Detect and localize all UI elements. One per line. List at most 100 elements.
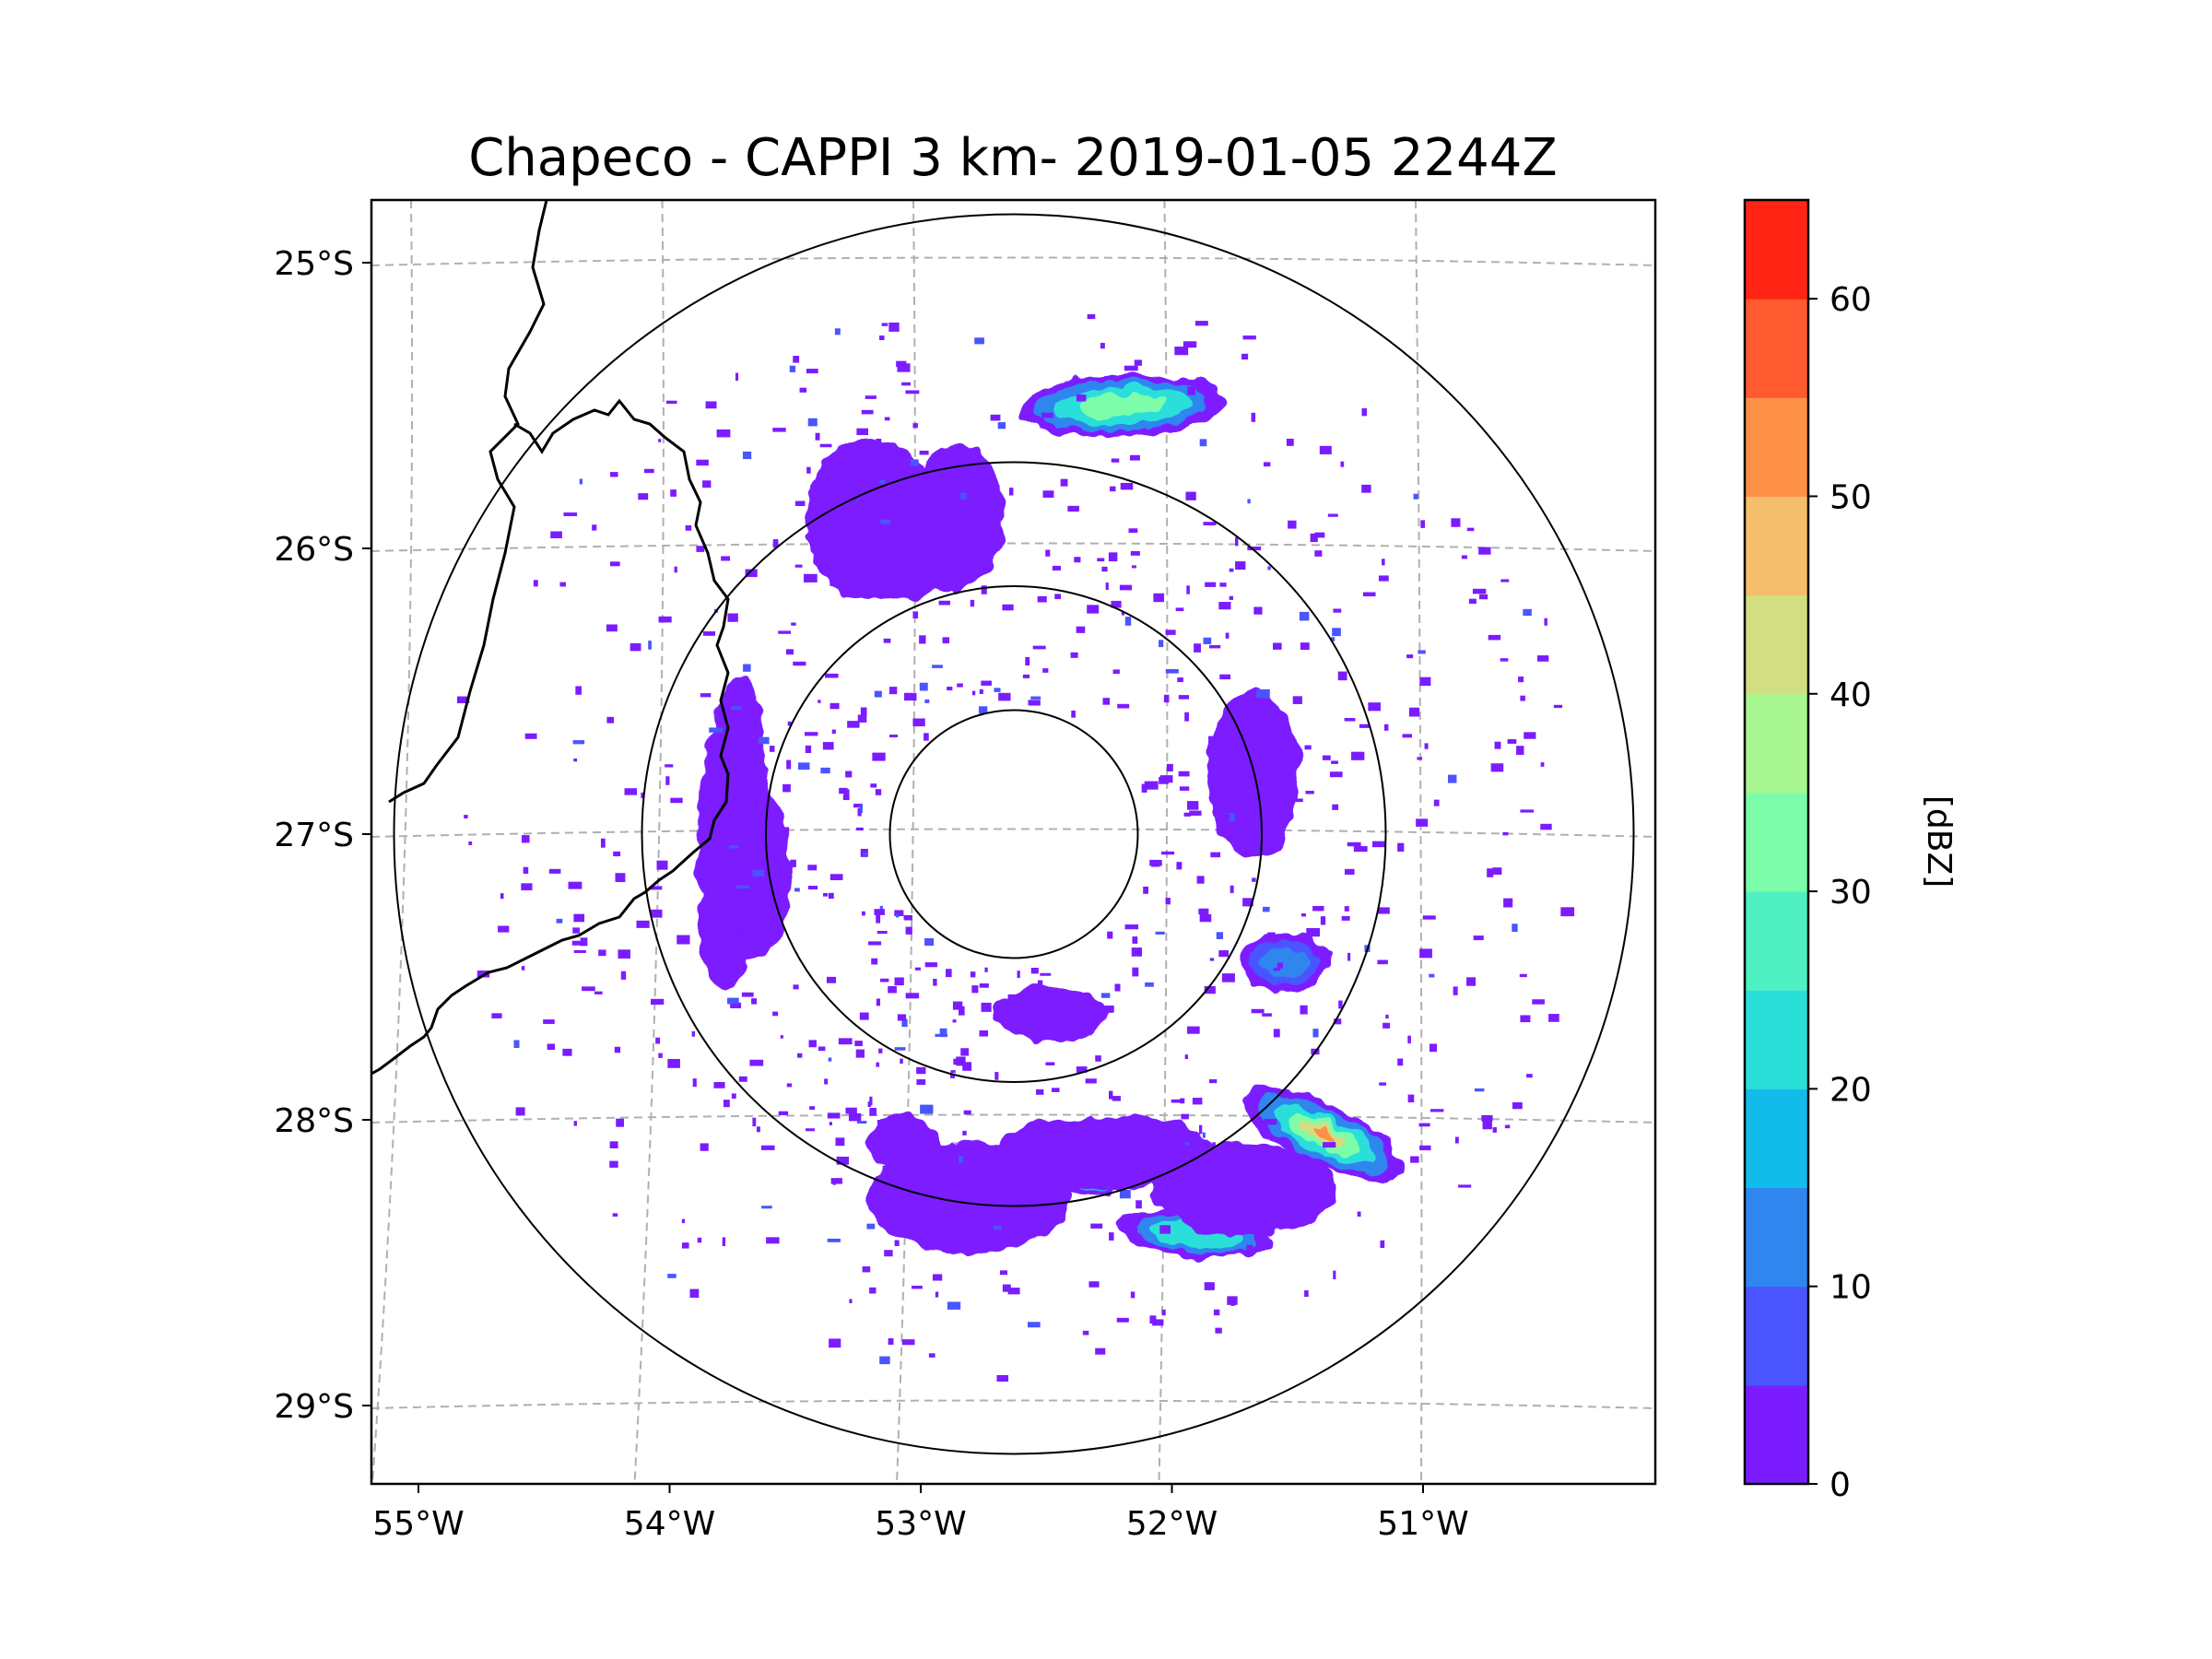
echo-speckle bbox=[1418, 1123, 1430, 1127]
echo-speckle bbox=[1114, 983, 1121, 992]
echo-speckle bbox=[783, 827, 790, 836]
echo-speckle bbox=[849, 1299, 853, 1303]
echo-speckle bbox=[550, 531, 562, 539]
echo-speckle bbox=[736, 713, 744, 722]
echo-speckle bbox=[1124, 617, 1132, 626]
colorbar-block bbox=[1745, 1286, 1808, 1386]
echo-speckle bbox=[1007, 994, 1018, 1003]
echo-speckle bbox=[641, 792, 645, 799]
echo-speckle bbox=[1429, 1043, 1437, 1053]
echo-speckle bbox=[794, 888, 800, 892]
echo-speckle bbox=[1109, 1090, 1113, 1100]
colorbar-block bbox=[1745, 496, 1808, 596]
echo-speckle bbox=[847, 721, 860, 728]
echo-speckle bbox=[1397, 842, 1405, 852]
echo-speckle bbox=[1466, 977, 1477, 986]
echo-speckle bbox=[872, 752, 886, 761]
echo-speckle bbox=[1242, 335, 1256, 340]
echo-speckle bbox=[1043, 1184, 1049, 1191]
echo-speckle bbox=[1175, 1124, 1183, 1135]
echo-speckle bbox=[1176, 862, 1182, 870]
echo-speckle bbox=[924, 733, 929, 741]
colorbar-block bbox=[1745, 1187, 1808, 1288]
echo-speckle bbox=[1112, 669, 1120, 675]
echo-speckle bbox=[856, 428, 868, 436]
echo-speckle bbox=[888, 735, 898, 738]
echo-speckle bbox=[829, 1338, 841, 1348]
echo-mass bbox=[866, 1143, 1069, 1253]
echo-speckle bbox=[573, 949, 586, 953]
echo-speckle bbox=[1292, 696, 1302, 704]
echo-speckle bbox=[1332, 628, 1341, 637]
echo-speckle bbox=[888, 1337, 894, 1346]
echo-speckle bbox=[613, 851, 621, 857]
echo-speckle bbox=[1273, 642, 1282, 650]
echo-speckle bbox=[1419, 948, 1432, 959]
echo-speckle bbox=[895, 913, 900, 918]
echo-speckle bbox=[854, 534, 862, 542]
echo-speckle bbox=[1332, 804, 1339, 810]
echo-speckle bbox=[1225, 632, 1230, 639]
echo-speckle bbox=[1187, 1026, 1200, 1034]
echo-speckle bbox=[691, 1030, 696, 1037]
echo-speckle bbox=[1263, 906, 1270, 912]
echo-speckle bbox=[1361, 408, 1368, 417]
echo-speckle bbox=[727, 997, 739, 1005]
echo-speckle bbox=[1097, 558, 1105, 562]
echo-speckle bbox=[667, 1058, 680, 1068]
echo-speckle bbox=[562, 1048, 572, 1056]
echo-speckle bbox=[919, 635, 926, 644]
echo-speckle bbox=[1218, 814, 1230, 822]
echo-speckle bbox=[1199, 913, 1212, 923]
echo-speckle bbox=[1268, 759, 1273, 769]
echo-speckle bbox=[1264, 1118, 1277, 1125]
echo-speckle bbox=[1090, 1223, 1103, 1229]
echo-speckle bbox=[1474, 1088, 1485, 1092]
echo-speckle bbox=[1187, 386, 1195, 395]
echo-speckle bbox=[1251, 412, 1256, 422]
echo-speckle bbox=[894, 910, 904, 917]
echo-speckle bbox=[744, 936, 756, 944]
echo-speckle bbox=[1210, 852, 1221, 858]
y-tick-label: 28°S bbox=[274, 1102, 354, 1140]
echo-speckle bbox=[1520, 1015, 1531, 1023]
echo-speckle bbox=[1032, 645, 1046, 650]
echo-speckle bbox=[809, 1106, 816, 1111]
echo-speckle bbox=[1196, 876, 1205, 884]
echo-speckle bbox=[1273, 968, 1280, 971]
echo-speckle bbox=[1217, 725, 1230, 735]
echo-speckle bbox=[651, 909, 663, 918]
echo-speckle bbox=[681, 1242, 689, 1249]
echo-speckle bbox=[819, 443, 832, 448]
echo-speckle bbox=[820, 767, 830, 774]
echo-speckle bbox=[681, 1218, 686, 1224]
echo-speckle bbox=[843, 559, 849, 566]
echo-speckle bbox=[643, 468, 654, 474]
echo-speckle bbox=[727, 613, 738, 622]
echo-speckle bbox=[879, 905, 883, 912]
echo-speckle bbox=[1045, 1062, 1055, 1065]
echo-speckle bbox=[1540, 762, 1545, 767]
echo-speckle bbox=[1540, 823, 1552, 830]
echo-speckle bbox=[723, 1100, 730, 1108]
echo-speckle bbox=[1519, 973, 1527, 978]
echo-speckle bbox=[778, 630, 792, 634]
echo-speckle bbox=[1209, 958, 1215, 961]
echo-speckle bbox=[1178, 771, 1190, 777]
echo-speckle bbox=[808, 1040, 817, 1048]
colorbar-block bbox=[1745, 594, 1808, 695]
echo-speckle bbox=[793, 984, 799, 990]
echo-speckle bbox=[692, 1078, 697, 1088]
echo-speckle bbox=[742, 451, 752, 460]
echo-speckle bbox=[730, 928, 740, 937]
echo-speckle bbox=[888, 985, 897, 994]
echo-speckle bbox=[1526, 1074, 1533, 1078]
echo-speckle bbox=[838, 1038, 853, 1045]
echo-mass bbox=[1152, 1143, 1336, 1235]
echo-speckle bbox=[963, 1110, 971, 1115]
echo-speckle bbox=[1144, 781, 1159, 790]
echo-speckle bbox=[870, 464, 880, 469]
echo-speckle bbox=[1112, 1096, 1121, 1101]
x-tick-label: 52°W bbox=[1126, 1505, 1218, 1543]
echo-speckle bbox=[1161, 851, 1175, 855]
